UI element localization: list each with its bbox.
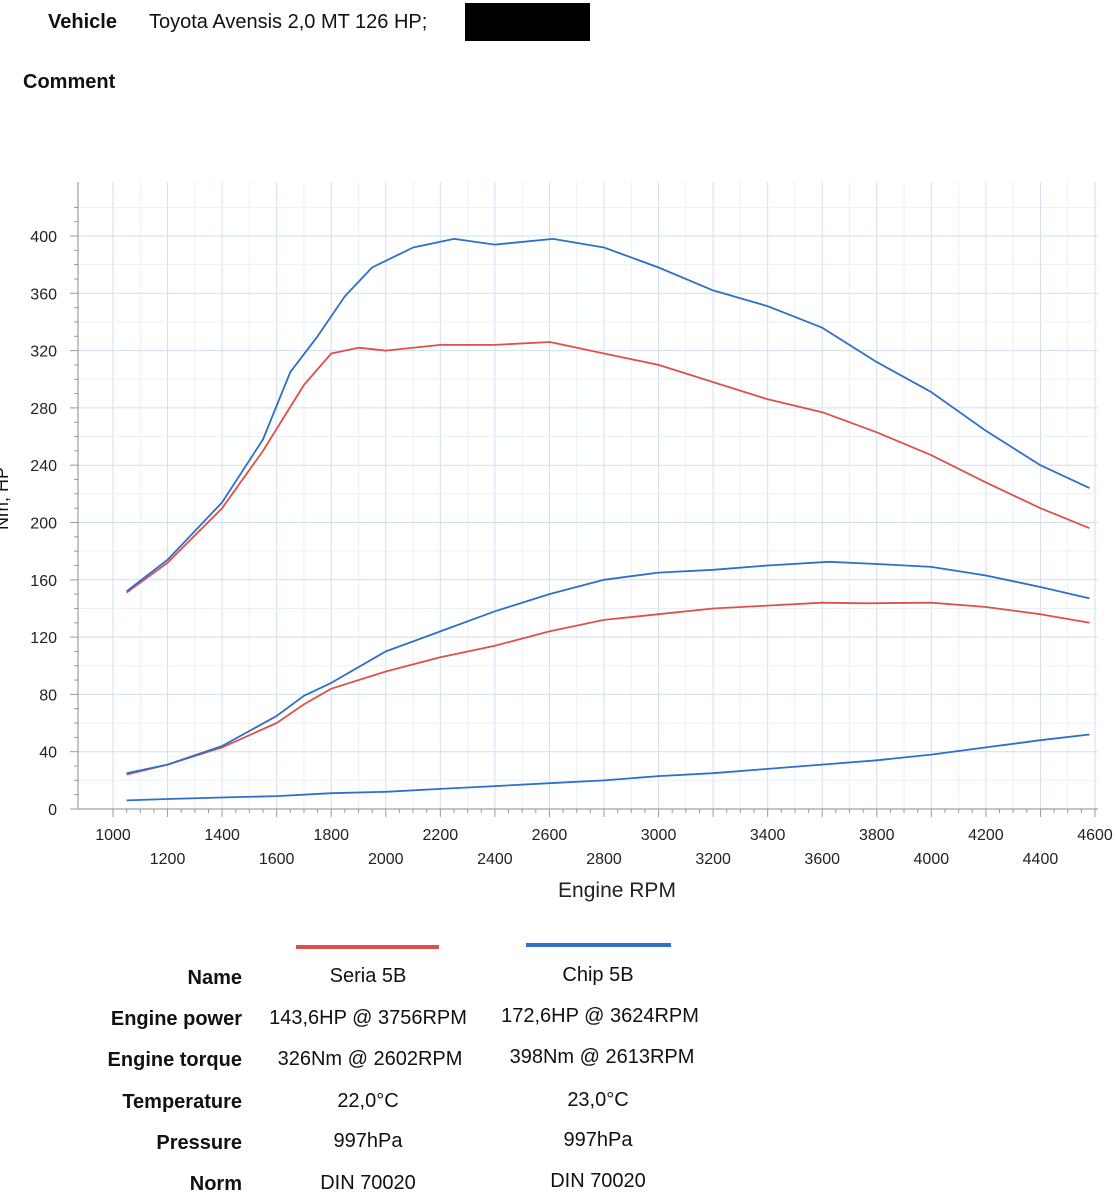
y-tick-label: 400 — [30, 229, 57, 246]
comment-label: Comment — [23, 71, 116, 93]
legend-line-chip — [526, 943, 671, 947]
x-tick-label: 3600 — [804, 851, 840, 868]
series-line-1 — [126, 237, 1090, 593]
row-power-a: 143,6HP @ 3756RPM — [269, 1007, 467, 1029]
x-tick-label: 2800 — [586, 851, 622, 868]
x-tick-label: 2000 — [368, 851, 404, 868]
y-tick-label: 120 — [30, 630, 57, 647]
x-tick-label: 3400 — [750, 827, 786, 844]
y-tick-label: 0 — [48, 802, 57, 819]
row-norm-b: DIN 70020 — [550, 1170, 646, 1192]
row-temp-b: 23,0°C — [567, 1089, 629, 1111]
row-name-label: Name — [187, 967, 242, 989]
vehicle-value: Toyota Avensis 2,0 MT 126 HP; — [149, 11, 428, 33]
x-tick-label: 4400 — [1023, 851, 1059, 868]
series-line-3 — [126, 560, 1090, 775]
legend-line-seria — [296, 945, 439, 949]
row-temp-label: Temperature — [122, 1091, 242, 1113]
vehicle-label: Vehicle — [48, 11, 117, 33]
chart-axes — [70, 182, 1098, 817]
series-line-2 — [126, 601, 1090, 776]
x-tick-label: 2600 — [532, 827, 568, 844]
y-tick-label: 40 — [39, 745, 57, 762]
x-tick-label: 4600 — [1077, 827, 1113, 844]
x-tick-label: 4200 — [968, 827, 1004, 844]
row-power-label: Engine power — [110, 1008, 242, 1030]
chart-grid — [78, 182, 1098, 810]
x-tick-label: 1200 — [150, 851, 186, 868]
x-tick-label: 3000 — [641, 827, 677, 844]
row-torque-label: Engine torque — [107, 1049, 242, 1071]
row-norm-label: Norm — [189, 1173, 242, 1195]
x-tick-label: 1800 — [313, 827, 349, 844]
series-line-0 — [126, 341, 1090, 594]
y-tick-label: 280 — [30, 401, 57, 418]
y-tick-label: 240 — [30, 458, 57, 475]
row-name-b: Chip 5B — [562, 964, 634, 986]
x-tick-label: 4000 — [914, 851, 950, 868]
row-pressure-a: 997hPa — [333, 1130, 403, 1152]
row-name-a: Seria 5B — [329, 965, 407, 987]
chart-series — [126, 237, 1090, 802]
y-tick-label: 200 — [30, 516, 57, 533]
x-tick-label: 3800 — [859, 827, 895, 844]
row-pressure-label: Pressure — [156, 1132, 242, 1154]
x-tick-label: 3200 — [695, 851, 731, 868]
y-axis-title: Nm, HP — [0, 467, 12, 530]
redaction-box — [465, 3, 590, 41]
row-torque-a: 326Nm @ 2602RPM — [277, 1048, 463, 1070]
y-tick-label: 360 — [30, 286, 57, 303]
x-tick-label: 2200 — [423, 827, 459, 844]
x-tick-label: 1600 — [259, 851, 295, 868]
x-tick-label: 2400 — [477, 851, 513, 868]
dyno-chart: 1000 1400 1800 2200 2600 3000 3400 3800 4200 4600… — [30, 182, 1113, 902]
row-torque-b: 398Nm @ 2613RPM — [509, 1046, 695, 1068]
row-norm-a: DIN 70020 — [320, 1172, 416, 1194]
row-pressure-b: 997hPa — [563, 1129, 633, 1151]
chart-tick-labels: 1000 1400 1800 2200 2600 3000 3400 3800 4200 4600… — [30, 229, 1113, 868]
y-tick-label: 320 — [30, 344, 57, 361]
row-temp-a: 22,0°C — [337, 1090, 399, 1112]
x-tick-label: 1000 — [95, 827, 131, 844]
y-tick-label: 80 — [39, 687, 57, 704]
series-line-4 — [126, 733, 1090, 802]
x-tick-label: 1400 — [204, 827, 240, 844]
row-power-b: 172,6HP @ 3624RPM — [501, 1005, 699, 1027]
x-axis-title: Engine RPM — [558, 879, 676, 902]
y-tick-label: 160 — [30, 573, 57, 590]
